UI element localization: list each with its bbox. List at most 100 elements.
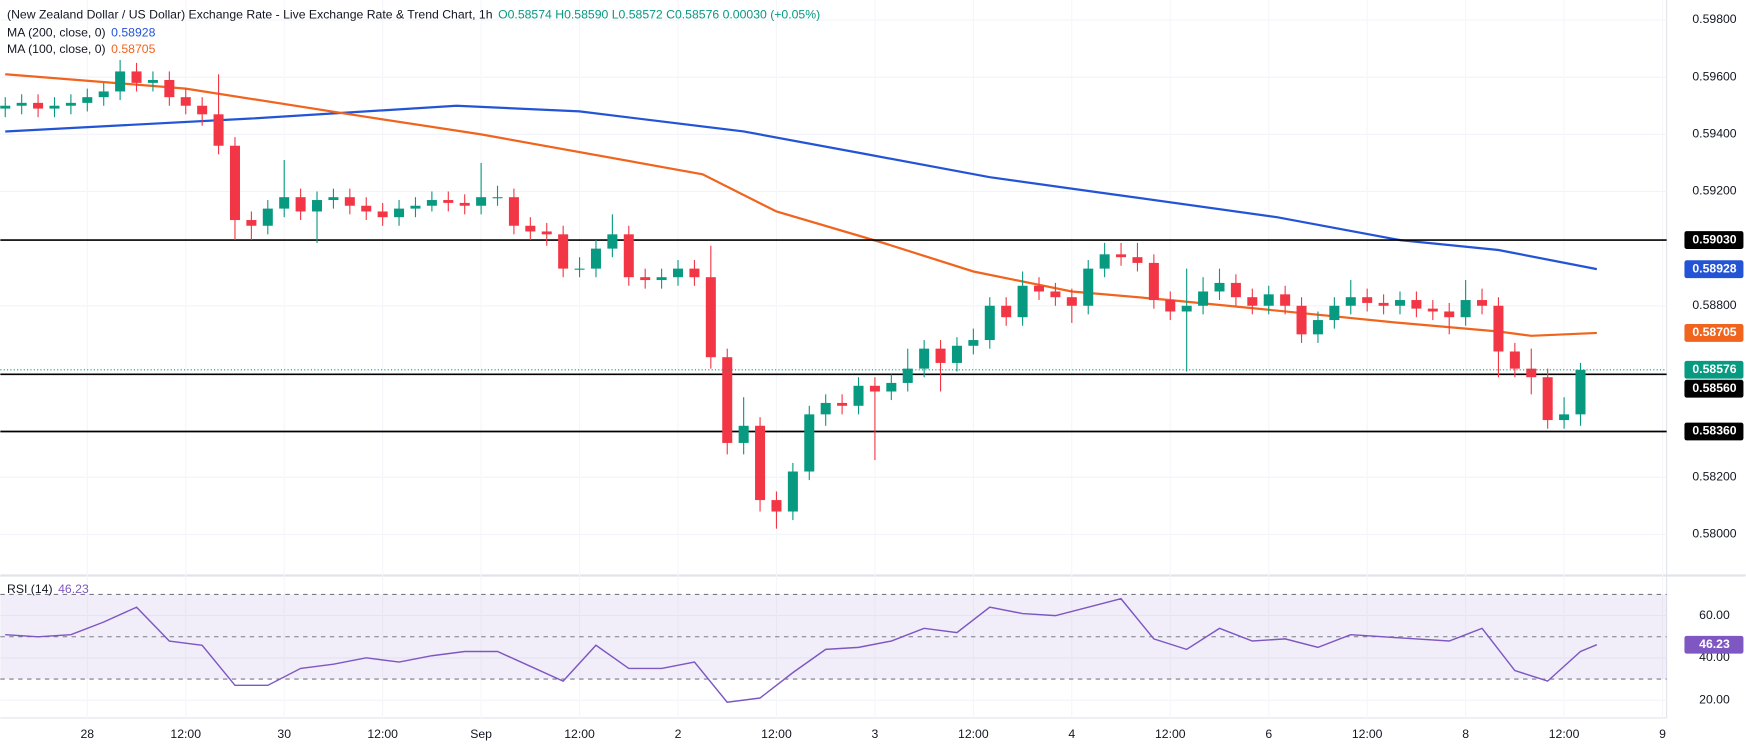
x-tick-label: 3 xyxy=(872,727,879,741)
level-box xyxy=(1684,231,1744,249)
candle-body xyxy=(82,97,93,103)
candle-body xyxy=(1312,320,1323,335)
candle-body xyxy=(541,231,552,235)
rsi-pane xyxy=(0,593,1667,704)
candle-body xyxy=(131,71,142,83)
candle-body xyxy=(1050,291,1061,298)
candle-body xyxy=(426,200,437,206)
candle-body xyxy=(147,80,158,83)
candle-body xyxy=(180,97,191,106)
candle-body xyxy=(16,102,27,106)
candle-body xyxy=(722,357,733,443)
ma200-legend: MA (200, close, 0) 0.58928 xyxy=(7,26,156,40)
candle-body xyxy=(508,197,519,226)
y-tick-label: 40.00 xyxy=(1699,650,1730,664)
candle-body xyxy=(0,105,11,109)
candle-body xyxy=(771,500,782,512)
candle-body xyxy=(935,348,946,363)
x-tick-label: 12:00 xyxy=(170,727,201,741)
x-tick-label: 12:00 xyxy=(1352,727,1383,741)
ma100-value: 0.58705 xyxy=(111,42,155,56)
y-tick-label: 0.58200 xyxy=(1692,469,1736,483)
candle-body xyxy=(1181,305,1192,312)
candle-body xyxy=(1575,369,1586,415)
last-price-label: 0.58576 xyxy=(1692,362,1736,376)
ma200-value: 0.58928 xyxy=(111,26,155,40)
x-tick-label: 30 xyxy=(277,727,291,741)
x-tick-label: 28 xyxy=(80,727,94,741)
candle-body xyxy=(328,197,339,201)
candle-body xyxy=(279,197,290,209)
candle-body xyxy=(312,200,323,212)
candle-body xyxy=(590,248,601,269)
ma100-name: MA (100, close, 0) xyxy=(7,42,106,56)
candle-body xyxy=(1427,308,1438,312)
candle-body xyxy=(49,105,60,109)
candle-body xyxy=(689,268,700,278)
candle-body xyxy=(574,268,585,270)
price-pane xyxy=(0,60,1667,529)
rsi-price-box xyxy=(1684,635,1744,654)
candle-body xyxy=(1559,414,1570,421)
candle-body xyxy=(361,205,372,212)
x-tick-label: 12:00 xyxy=(958,727,989,741)
x-tick-label: 12:00 xyxy=(1549,727,1580,741)
level-label: 0.59030 xyxy=(1692,232,1736,246)
candle-body xyxy=(1132,257,1143,263)
candle-body xyxy=(656,277,667,281)
candle-body xyxy=(869,385,880,392)
ma-price-label: 0.58705 xyxy=(1692,325,1736,339)
candle-body xyxy=(1083,268,1094,306)
x-tick-label: 12:00 xyxy=(1155,727,1186,741)
x-tick-label: Sep xyxy=(470,727,492,741)
level-label: 0.58360 xyxy=(1692,424,1736,438)
ohlc-values: O0.58574 H0.58590 L0.58572 C0.58576 0.00… xyxy=(498,8,820,22)
candle-body xyxy=(1542,377,1553,421)
candle-body xyxy=(1509,351,1520,369)
candle-body xyxy=(164,80,175,98)
candle-body xyxy=(377,211,388,218)
legend: (New Zealand Dollar / US Dollar) Exchang… xyxy=(7,8,820,596)
candle-body xyxy=(1345,297,1356,306)
candle-body xyxy=(1444,311,1455,318)
rsi-name: RSI (14) xyxy=(7,582,53,596)
rsi-value: 46.23 xyxy=(58,582,89,596)
candle-body xyxy=(443,200,454,203)
candle-body xyxy=(115,71,126,92)
x-tick-label: 12:00 xyxy=(761,727,792,741)
candle-body xyxy=(1230,282,1241,298)
grid xyxy=(0,19,1667,701)
candle-body xyxy=(262,208,273,226)
y-tick-label: 0.59200 xyxy=(1692,184,1736,198)
candle-body xyxy=(1394,300,1406,306)
candle-body xyxy=(1493,305,1504,352)
candle-body xyxy=(394,208,405,218)
candle-body xyxy=(476,197,487,206)
candle-body xyxy=(410,205,421,209)
x-tick-label: 9 xyxy=(1659,727,1666,741)
candle-body xyxy=(492,197,503,199)
candle-body xyxy=(902,368,913,383)
candle-body xyxy=(951,345,962,363)
candle-body xyxy=(1526,368,1537,378)
candle-body xyxy=(804,414,815,472)
candle-body xyxy=(1148,262,1159,301)
y-tick-label: 60.00 xyxy=(1699,608,1730,622)
moving-average xyxy=(5,73,1597,337)
rsi-line xyxy=(5,597,1598,704)
x-tick-label: 8 xyxy=(1462,727,1469,741)
moving-average xyxy=(5,104,1598,271)
y-tick-label: 0.59400 xyxy=(1692,127,1736,141)
candle-body xyxy=(1116,254,1127,258)
candle-body xyxy=(705,277,716,358)
candle-body xyxy=(1198,291,1209,306)
level-label: 0.58560 xyxy=(1692,381,1736,395)
candle-body xyxy=(1165,300,1176,312)
candle-body xyxy=(558,234,569,269)
ma200-name: MA (200, close, 0) xyxy=(7,26,106,40)
rsi-price-label: 46.23 xyxy=(1699,637,1730,651)
y-tick-label: 0.59800 xyxy=(1692,12,1736,26)
candle-body xyxy=(1033,285,1045,292)
